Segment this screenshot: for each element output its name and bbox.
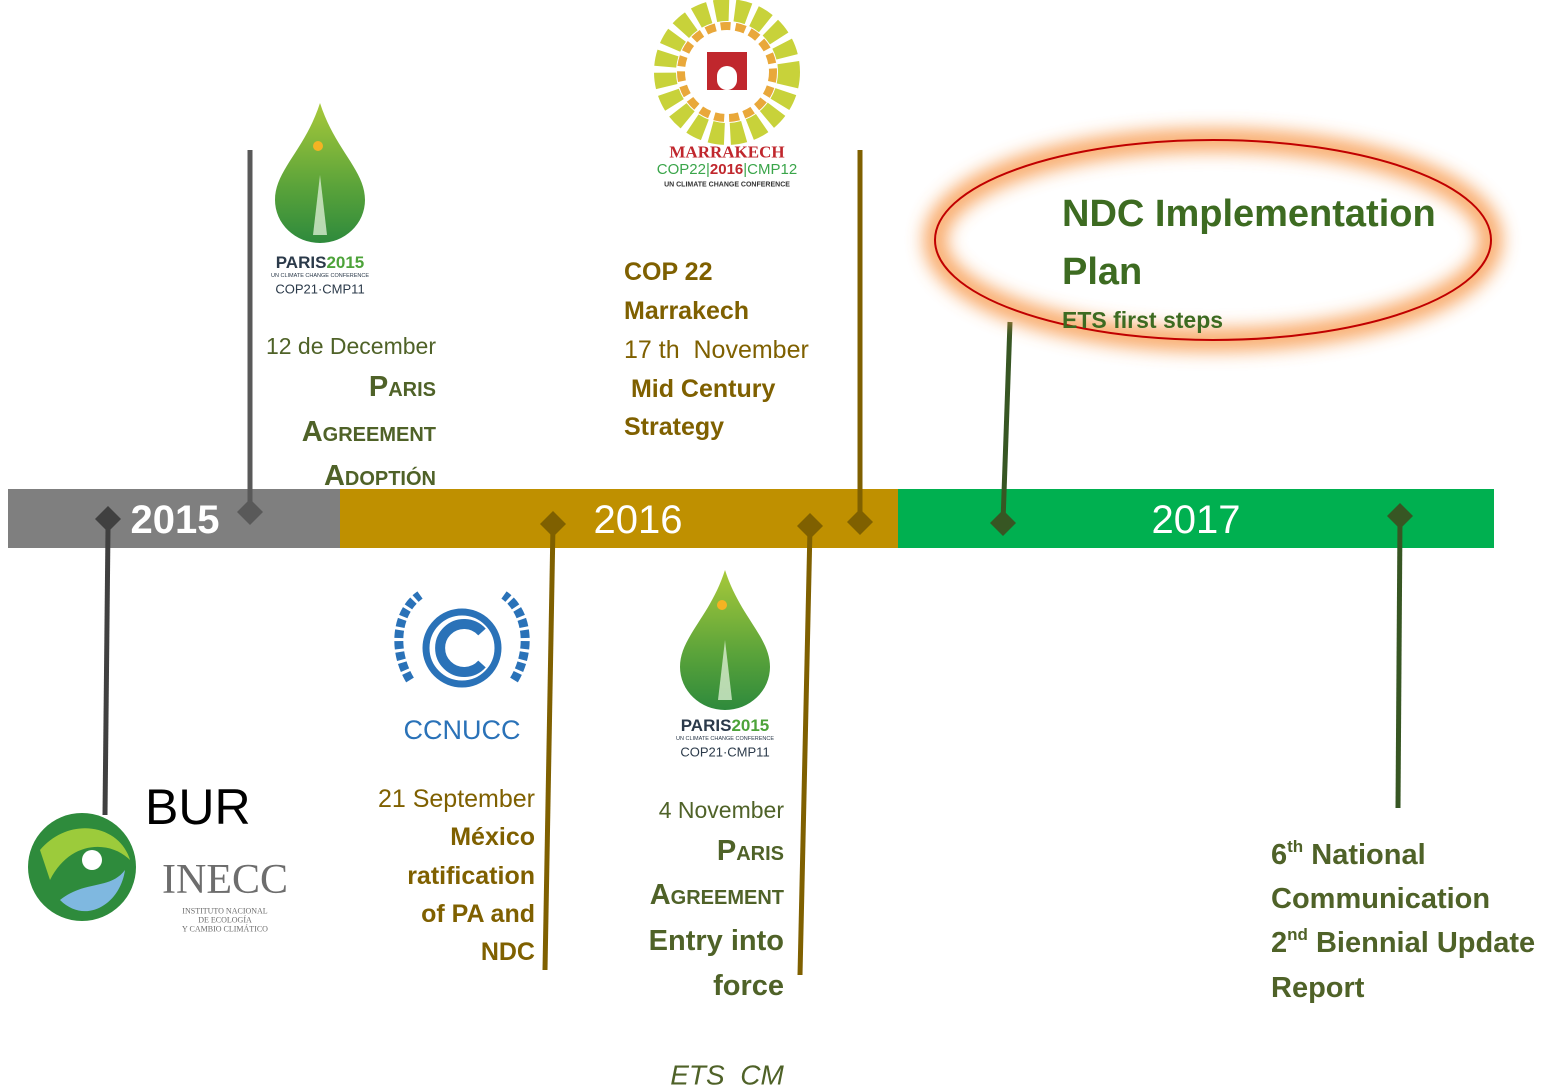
event-title: NDC Implementation: [1062, 193, 1436, 235]
swirl: [60, 870, 125, 912]
event-title: Entry into: [649, 925, 784, 957]
logo-name: MARRAKECH: [669, 143, 784, 162]
event-paris-adoption: 12 de December Paris Agreement Adoptión: [266, 333, 436, 492]
laurel: [501, 591, 530, 683]
logo-meeting: COP22|2016|CMP12: [657, 161, 797, 178]
event-title: BUR: [145, 779, 251, 835]
connector: [102, 527, 111, 816]
year-label: 2015: [131, 498, 220, 542]
logo-subtitle: INSTITUTO NACIONAL: [182, 907, 268, 916]
event-national-communication: 6th National Communication 2nd Biennial …: [1271, 837, 1535, 1005]
event-title: force: [713, 970, 784, 1002]
logo-subtitle: UN CLIMATE CHANGE CONFERENCE: [676, 736, 774, 742]
logo-name: PARIS2015: [276, 253, 365, 272]
rosette: [654, 0, 800, 145]
laurel: [394, 591, 423, 683]
event-title: México: [450, 823, 535, 851]
event-title: ratification: [407, 862, 535, 890]
event-line: Report: [1271, 972, 1365, 1004]
paris-logo: PARIS2015 UN CLIMATE CHANGE CONFERENCE C…: [271, 103, 369, 297]
event-title: of PA and: [421, 900, 535, 928]
logo-meeting: COP21·CMP11: [680, 745, 769, 760]
event-title: Mid Century: [624, 375, 775, 403]
event-line: 6th National: [1271, 837, 1426, 872]
highlight-ellipse: [934, 139, 1492, 341]
leaf: [680, 570, 770, 710]
diamond: [797, 513, 823, 539]
event-date: 21 September: [378, 785, 535, 813]
logo-subtitle: Y CAMBIO CLIMÁTICO: [182, 924, 268, 934]
logo-name: INECC: [162, 857, 288, 903]
bird: [82, 850, 102, 870]
logo-name: CCNUCC: [404, 715, 521, 745]
gate-arch: [717, 66, 737, 90]
event-subtitle: ETS first steps: [1062, 307, 1223, 333]
event-cop22: COP 22 Marrakech 17 th November Mid Cent…: [624, 258, 809, 441]
year-label: 2016: [594, 498, 683, 542]
note: ETS CM: [670, 1060, 784, 1090]
sun: [717, 600, 727, 610]
diamonds: [95, 499, 1413, 539]
connector: [542, 524, 556, 971]
diamond: [540, 511, 566, 537]
event-ndc: NDC Implementation Plan ETS first steps: [1062, 193, 1436, 333]
ring: [422, 608, 502, 688]
diamond: [1387, 503, 1413, 529]
event-title: Agreement: [650, 879, 784, 911]
event-date: 17 th November: [624, 336, 809, 364]
swirl: [40, 828, 130, 880]
event-title: Adoptión: [324, 460, 436, 492]
event-date: 4 November: [659, 797, 785, 823]
event-title: Paris: [717, 835, 784, 867]
event-line: Communication: [1271, 883, 1490, 915]
diamond: [237, 499, 263, 525]
paris-logo: PARIS2015 UN CLIMATE CHANGE CONFERENCE C…: [676, 570, 774, 760]
tower: [718, 640, 732, 700]
connectors: [102, 150, 1403, 976]
marrakech-logo: MARRAKECH COP22|2016|CMP12 UN CLIMATE CH…: [654, 0, 800, 189]
event-title: NDC: [481, 938, 535, 966]
event-line: 2nd Biennial Update: [1271, 925, 1535, 960]
logo-subtitle: UN CLIMATE CHANGE CONFERENCE: [271, 273, 369, 279]
connector: [797, 527, 813, 976]
connector: [1395, 517, 1403, 809]
bar-2015: [8, 489, 340, 548]
diamond: [847, 509, 873, 535]
sun: [313, 141, 323, 151]
event-date: 12 de December: [266, 333, 436, 359]
c-mark: [435, 619, 486, 677]
logo-subtitle: DE ECOLOGÍA: [198, 915, 252, 925]
event-heading: COP 22: [624, 258, 712, 286]
rosette: [677, 22, 777, 122]
event-entry-into-force: 4 November Paris Agreement Entry into fo…: [649, 797, 785, 1002]
logo-subtitle: UN CLIMATE CHANGE CONFERENCE: [664, 182, 790, 189]
event-title: Paris: [369, 371, 436, 403]
event-title: Strategy: [624, 413, 724, 441]
event-heading: Marrakech: [624, 297, 749, 325]
event-title: Plan: [1062, 251, 1142, 293]
leaf: [275, 103, 365, 243]
tower: [313, 175, 327, 235]
diamond: [990, 510, 1016, 536]
diamond: [95, 506, 121, 532]
logo-meeting: COP21·CMP11: [275, 282, 364, 297]
year-label: 2017: [1152, 498, 1241, 542]
connector: [1000, 321, 1013, 523]
inecc-logo: INECC INSTITUTO NACIONAL DE ECOLOGÍA Y C…: [28, 813, 288, 934]
ccnucc-logo: CCNUCC: [394, 591, 530, 745]
logo-name: PARIS2015: [681, 716, 770, 735]
event-ratification: 21 September México ratification of PA a…: [378, 785, 535, 966]
event-title: Agreement: [302, 416, 436, 448]
